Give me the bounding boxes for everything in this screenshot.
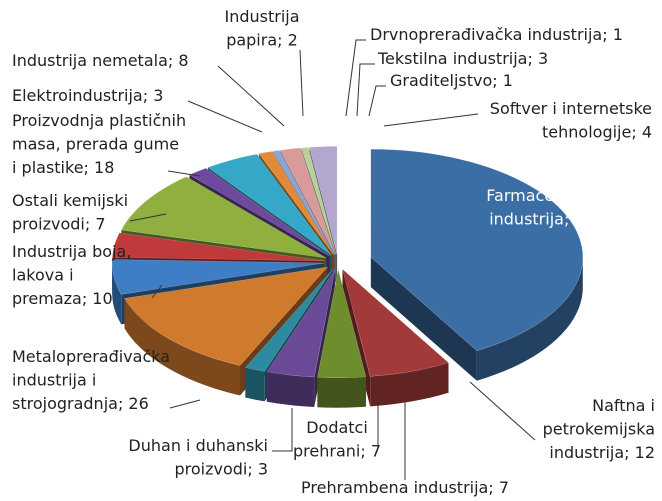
slice: [120, 176, 327, 259]
label-line: Industrija nemetala; 8: [12, 51, 189, 70]
slice-side: [245, 367, 265, 402]
slice-label: Drvnoprerađivačka industrija; 1: [370, 25, 623, 44]
label-line: Prehrambena industrija; 7: [301, 478, 509, 497]
slice: [370, 148, 584, 381]
label-line: premaza; 10: [12, 289, 113, 308]
slice-label: Proizvodnja plastičnih masa, prerada gume…: [12, 111, 186, 177]
leader-line: [299, 49, 304, 117]
slice-side: [370, 257, 477, 381]
slice-label: Duhan i duhanski proizvodi; 3: [128, 436, 268, 479]
label-line: proizvodi; 7: [12, 215, 106, 234]
label-line: Softver i internetske: [490, 99, 652, 118]
slice-label: Graditeljstvo; 1: [390, 71, 513, 90]
leader-line: [151, 284, 163, 299]
label-line: masa, prerada gume: [12, 135, 179, 154]
label-line: Graditeljstvo; 1: [390, 71, 513, 90]
slice: [188, 167, 330, 257]
slice-side: [124, 298, 240, 396]
slice-label: Tekstilna industrija; 3: [377, 49, 548, 68]
slice: [258, 151, 334, 255]
label-line: Duhan i duhanski: [128, 436, 268, 455]
label-line: papira; 2: [226, 31, 298, 50]
leader-line: [272, 408, 293, 452]
slice: [207, 153, 332, 256]
slice-label: Softver i internetske tehnologije; 4: [490, 99, 652, 142]
label-line: prehrani; 7: [293, 442, 381, 461]
label-line: Farmaceutska: [486, 186, 597, 205]
leader-line: [167, 170, 201, 177]
leader-line: [368, 85, 386, 117]
leader-line: [469, 381, 536, 441]
slice: [370, 148, 584, 351]
slice-label: Industrija boja, lakova i premaza; 10: [12, 242, 131, 308]
slice-label: Naftna i petrokemijska industrija; 12: [543, 396, 655, 462]
leader-line: [217, 65, 285, 127]
label-line: proizvodi; 3: [174, 460, 268, 479]
leader-line: [356, 63, 375, 117]
slice-side: [266, 371, 315, 407]
label-line: industrija; 12: [549, 443, 655, 462]
slice-label: Elektroindustrija; 3: [12, 86, 163, 105]
slice-label: Industrija nemetala; 8: [12, 51, 189, 70]
slice: [111, 259, 325, 295]
slice: [301, 147, 337, 255]
label-line: Dodatci: [306, 418, 368, 437]
leader-line: [187, 100, 263, 133]
slice: [342, 268, 450, 407]
label-line: industrija; 80: [489, 210, 595, 229]
slice: [112, 232, 325, 262]
slice-side: [317, 376, 366, 408]
slice-label: Industrija papira; 2: [224, 7, 299, 50]
label-line: petrokemijska: [543, 420, 655, 439]
label-line: Industrija boja,: [12, 242, 131, 261]
label-line: Elektroindustrija; 3: [12, 86, 163, 105]
slice: [244, 268, 334, 372]
label-line: tehnologije; 4: [542, 123, 652, 142]
label-line: Industrija: [224, 7, 299, 26]
label-line: i plastike; 18: [12, 158, 114, 177]
slice: [309, 146, 338, 255]
slice-label: Ostali kemijski proizvodi; 7: [12, 191, 128, 234]
slice: [124, 266, 329, 366]
slice-label: Dodatci prehrani; 7: [293, 418, 381, 461]
label-line: Tekstilna industrija; 3: [377, 49, 548, 68]
slice: [317, 269, 367, 378]
slice: [266, 269, 336, 378]
label-line: Metaloprerađivačka: [12, 347, 170, 366]
label-line: industrija i: [12, 371, 96, 390]
label-line: strojogradnja; 26: [12, 394, 149, 413]
slice-label: Metaloprerađivačka industrija i strojograd…: [12, 347, 170, 413]
label-line: Ostali kemijski: [12, 191, 128, 210]
leader-line: [345, 39, 366, 117]
slice-side: [476, 257, 583, 381]
leader-line: [383, 113, 479, 127]
slice: [317, 269, 367, 408]
label-line: Drvnoprerađivačka industrija; 1: [370, 25, 623, 44]
slice-side: [112, 263, 122, 325]
slice-side: [370, 362, 449, 407]
label-line: lakova i: [12, 266, 74, 285]
leader-line: [169, 399, 201, 409]
label-line: Naftna i: [592, 396, 655, 415]
slice: [279, 147, 336, 255]
slice: [272, 150, 335, 255]
leader-line: [129, 213, 167, 222]
slice-label: Prehrambena industrija; 7: [301, 478, 509, 497]
label-line: Proizvodnja plastičnih: [12, 111, 186, 130]
slice: [342, 268, 450, 377]
slice-label: Farmaceutska industrija; 80: [486, 186, 597, 229]
